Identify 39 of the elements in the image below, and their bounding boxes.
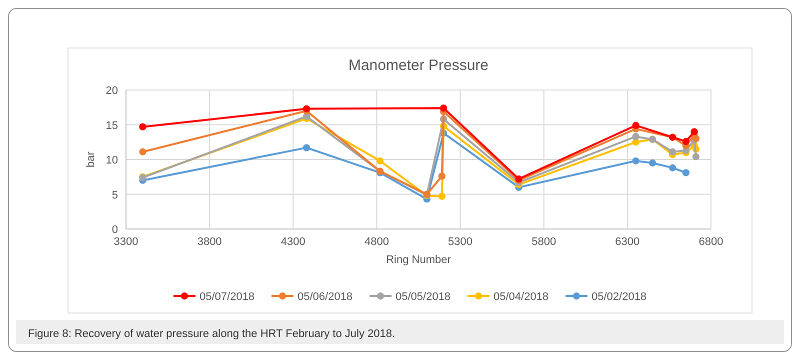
point — [682, 169, 690, 176]
legend-label: 05/06/2018 — [298, 291, 353, 303]
point — [692, 153, 700, 160]
x-tick-label: 3800 — [197, 236, 222, 248]
x-tick-label: 5300 — [448, 236, 473, 248]
y-tick-label: 0 — [112, 224, 118, 236]
point — [632, 133, 640, 140]
point — [668, 148, 676, 156]
point — [139, 123, 146, 130]
point — [632, 122, 640, 130]
y-tick-label: 20 — [106, 85, 118, 97]
point — [438, 172, 446, 180]
y-axis-title: bar — [85, 151, 97, 168]
point — [139, 148, 146, 156]
x-tick-label: 6300 — [615, 236, 640, 248]
x-tick-label: 4300 — [280, 236, 306, 248]
point — [648, 159, 656, 167]
point — [668, 164, 676, 172]
point — [690, 128, 698, 136]
point — [302, 144, 310, 152]
x-tick-label: 3300 — [114, 236, 138, 248]
point — [632, 157, 640, 164]
x-tick-label: 4800 — [364, 236, 389, 248]
y-tick-label: 10 — [106, 154, 118, 166]
legend-label: 05/04/2018 — [494, 291, 549, 303]
point — [438, 192, 446, 200]
x-tick-label: 6800 — [698, 236, 724, 248]
x-axis-title: Ring Number — [386, 254, 452, 266]
y-tick-label: 15 — [106, 120, 118, 132]
point — [682, 138, 690, 145]
legend-label: 05/05/2018 — [396, 291, 451, 303]
point — [440, 104, 448, 112]
point — [376, 157, 384, 164]
y-tick-label: 5 — [112, 189, 118, 202]
legend-label: 05/07/2018 — [200, 291, 255, 303]
chart-title: Manometer Pressure — [348, 57, 489, 74]
caption: Figure 8: Recovery of water pressure along the HRT February to July 2018. — [28, 328, 396, 340]
x-tick-label: 5800 — [532, 236, 556, 248]
legend-label: 05/02/2018 — [592, 291, 647, 303]
